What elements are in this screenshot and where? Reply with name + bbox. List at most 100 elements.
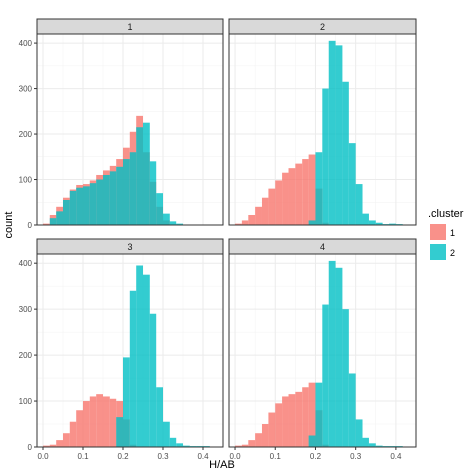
legend: .cluster 1 2	[428, 208, 464, 260]
histogram-bar	[235, 223, 242, 225]
facet-panel-2: 2	[228, 18, 417, 226]
legend-key	[430, 224, 446, 240]
histogram-bar	[335, 45, 343, 225]
x-tick-label: 0.3	[157, 452, 169, 461]
y-tick-label: 100	[19, 176, 33, 185]
y-tick-label: 0	[28, 443, 33, 452]
histogram-bar	[255, 206, 262, 225]
histogram-bar	[342, 81, 349, 225]
histogram-bar	[368, 443, 376, 447]
histogram-bar	[248, 440, 256, 447]
histogram-bar	[248, 214, 256, 225]
histogram-bar	[96, 179, 103, 225]
histogram-bar	[43, 445, 50, 447]
histogram-bar	[275, 403, 283, 447]
legend-item-cluster-1: 1	[430, 224, 455, 240]
histogram-bar	[328, 40, 336, 226]
series-cluster-2	[116, 265, 210, 447]
histogram-bar	[389, 223, 396, 225]
y-tick-label: 300	[19, 85, 33, 94]
histogram-bar	[149, 313, 157, 447]
histogram-bar	[302, 159, 309, 225]
histogram-bar	[129, 290, 137, 447]
facet-strip-label: 3	[127, 242, 132, 252]
y-tick-label: 200	[19, 351, 33, 360]
histogram-bar	[169, 437, 177, 447]
histogram-bar	[83, 401, 90, 447]
histogram-bar	[302, 387, 309, 447]
histogram-bar	[76, 187, 83, 225]
panel-border	[228, 33, 417, 226]
x-tick-label: 0.0	[229, 452, 241, 461]
histogram-bar	[328, 260, 336, 447]
histogram-bar	[241, 444, 249, 447]
histogram-bar	[268, 412, 276, 447]
x-tick-label: 0.1	[77, 452, 89, 461]
histogram-bar	[103, 396, 110, 447]
y-tick-label: 100	[19, 397, 33, 406]
x-tick-label: 0.4	[197, 452, 209, 461]
facet-strip-label: 1	[127, 22, 132, 32]
legend-key	[430, 244, 446, 260]
histogram-bar	[89, 183, 97, 225]
histogram-bar	[69, 421, 77, 447]
x-tick-label: 0.3	[350, 452, 362, 461]
legend-title: .cluster	[428, 208, 464, 220]
histogram-bar	[315, 382, 323, 447]
facet-panels: 1 0 100 200 300 400 2 3 0 100 200 300 400 0.0 0.1 0.2 0.…	[19, 18, 417, 461]
histogram-bar	[76, 410, 83, 447]
histogram-bar	[308, 435, 316, 447]
histogram-bar	[355, 184, 363, 225]
histogram-bar	[176, 443, 183, 447]
histogram-bar	[163, 213, 170, 225]
histogram-bar	[116, 166, 123, 225]
legend-label: 1	[450, 228, 455, 238]
x-tick-label: 0.4	[390, 452, 402, 461]
legend-label: 2	[450, 248, 455, 258]
histogram-bar	[156, 193, 163, 225]
series-cluster-2	[49, 122, 183, 225]
histogram-bar	[49, 444, 57, 447]
histogram-bar	[83, 186, 90, 225]
histogram-bar	[49, 218, 57, 225]
histogram-bar	[282, 396, 289, 447]
histogram-bar	[56, 211, 63, 225]
facet-panel-1: 1 0 100 200 300 400	[19, 18, 224, 230]
histogram-bar	[288, 394, 296, 447]
histogram-bar	[149, 161, 157, 225]
histogram-bar	[348, 143, 356, 225]
histogram-bar	[136, 127, 143, 225]
histogram-bar	[308, 220, 316, 225]
histogram-bar	[56, 440, 63, 447]
x-tick-label: 0.1	[270, 452, 282, 461]
facet-panel-4: 4 0.0 0.1 0.2 0.3 0.4	[228, 238, 417, 461]
histogram-bar	[261, 424, 269, 447]
histogram-bar	[241, 220, 249, 225]
x-tick-label: 0.0	[37, 452, 49, 461]
histogram-bar	[143, 122, 150, 225]
histogram-bar	[89, 396, 97, 447]
histogram-bar	[123, 159, 130, 225]
y-tick-label: 400	[19, 39, 33, 48]
histogram-bar	[163, 421, 170, 447]
histogram-bar	[362, 437, 369, 447]
legend-item-cluster-2: 2	[430, 244, 455, 260]
y-tick-label: 300	[19, 305, 33, 314]
x-axis-label: H/AB	[209, 459, 235, 471]
histogram-bar	[315, 152, 323, 225]
histogram-bar	[295, 163, 303, 225]
histogram-bar	[109, 398, 117, 447]
histogram-bar	[109, 171, 117, 225]
histogram-bar	[176, 223, 183, 225]
histogram-bar	[308, 382, 316, 447]
histogram-bar	[268, 188, 276, 225]
series-cluster-1	[235, 382, 329, 447]
histogram-bar	[342, 309, 349, 447]
panel-border	[36, 33, 224, 226]
facet-strip-label: 4	[320, 242, 325, 252]
histogram-bar	[235, 445, 242, 447]
histogram-bar	[288, 168, 296, 225]
histogram-bar	[169, 221, 177, 225]
histogram-bar	[261, 197, 269, 225]
